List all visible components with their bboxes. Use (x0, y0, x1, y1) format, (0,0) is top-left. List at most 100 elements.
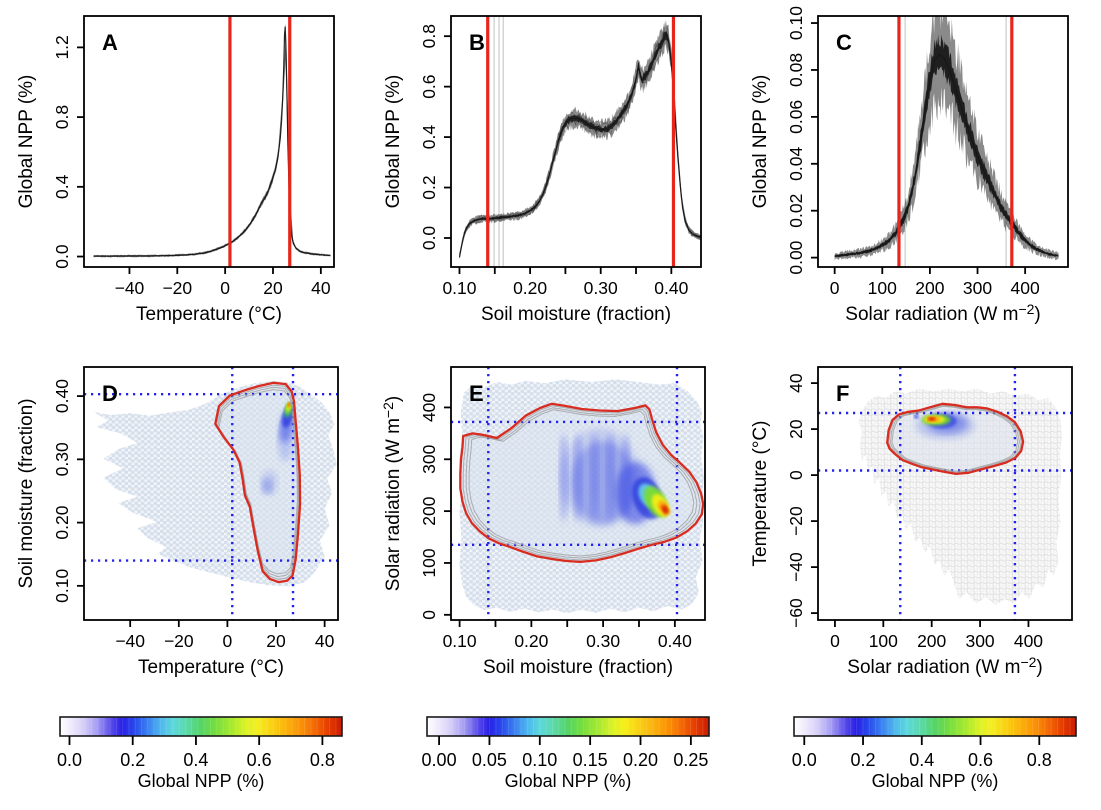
contour-gray (465, 407, 698, 559)
svg-text:0.08: 0.08 (786, 53, 806, 87)
x-axis-title: Soil moisture (fraction) (481, 304, 671, 325)
svg-text:0.2: 0.2 (419, 175, 439, 199)
svg-text:300: 300 (963, 278, 992, 298)
panel-letter: D (102, 381, 118, 406)
axis-ticks: −40 −20 0 20 40 0.0 0.4 0.8 1.2 (52, 35, 331, 298)
svg-text:0.20: 0.20 (514, 631, 548, 651)
svg-text:40: 40 (786, 373, 806, 393)
panel-d-temp-vs-soilmoisture-density: −40 −20 0 20 40 0.10 0.20 0.30 0.40 Temperature (… (16, 366, 339, 678)
contour-gray (468, 409, 695, 557)
svg-text:0.02: 0.02 (786, 194, 806, 228)
svg-text:0: 0 (419, 610, 439, 620)
colorbar-global-npp-d: 0.0 0.2 0.4 0.6 0.8 Global NPP (%) (57, 716, 343, 791)
x-axis-title: Solar radiation (W m−2) (847, 654, 1042, 678)
svg-text:0.6: 0.6 (247, 750, 272, 770)
colorbar-title: Global NPP (%) (872, 771, 999, 791)
svg-text:0.40: 0.40 (658, 631, 692, 651)
svg-text:40: 40 (315, 631, 335, 651)
contour-red (459, 402, 705, 564)
svg-text:0.10: 0.10 (522, 750, 557, 770)
density-hotspot (913, 411, 976, 440)
svg-text:0.40: 0.40 (654, 278, 688, 298)
colorbar-global-npp-e: 0.00 0.05 0.10 0.15 0.20 0.25 Global NPP (%) (422, 716, 710, 791)
svg-text:−20: −20 (786, 506, 806, 536)
svg-text:0.6: 0.6 (968, 750, 993, 770)
density-hotspot (260, 402, 294, 496)
svg-text:300: 300 (419, 444, 439, 473)
svg-text:0.06: 0.06 (786, 100, 806, 134)
svg-text:0.10: 0.10 (442, 278, 476, 298)
contour-gray (218, 389, 298, 575)
y-axis-title: Global NPP (%) (16, 75, 37, 209)
axis-ticks: 0.10 0.20 0.30 0.40 0 100 200 300 400 (419, 393, 692, 651)
plot-box (450, 15, 702, 268)
svg-text:0.20: 0.20 (623, 750, 658, 770)
svg-text:100: 100 (868, 278, 897, 298)
svg-text:0.20: 0.20 (513, 278, 547, 298)
svg-text:400: 400 (1014, 631, 1043, 651)
svg-text:−20: −20 (162, 278, 192, 298)
svg-text:0: 0 (830, 278, 840, 298)
svg-text:0.0: 0.0 (792, 750, 817, 770)
svg-text:0.15: 0.15 (573, 750, 608, 770)
contour-red (886, 402, 1025, 476)
colorbar-gradient (60, 717, 342, 736)
y-axis-title: Global NPP (%) (383, 75, 404, 209)
svg-text:0.05: 0.05 (472, 750, 507, 770)
svg-text:0.20: 0.20 (52, 505, 72, 539)
panel-letter: E (469, 381, 484, 406)
svg-text:0.0: 0.0 (57, 750, 82, 770)
svg-text:0.2: 0.2 (851, 750, 876, 770)
svg-text:20: 20 (266, 631, 286, 651)
svg-text:−40: −40 (115, 278, 145, 298)
contour-gray (889, 404, 1021, 473)
colorbar-title: Global NPP (%) (505, 771, 632, 791)
axis-ticks: 0.10 0.20 0.30 0.40 0.0 0.2 0.4 0.6 0.8 (419, 24, 689, 298)
colorbar-global-npp-f: 0.0 0.2 0.4 0.6 0.8 Global NPP (%) (792, 716, 1077, 791)
svg-text:0: 0 (220, 278, 230, 298)
svg-text:0.6: 0.6 (419, 74, 439, 98)
axis-ticks: −40 −20 0 20 40 0.10 0.20 0.30 0.40 (52, 379, 335, 651)
svg-text:100: 100 (419, 548, 439, 577)
svg-text:100: 100 (869, 631, 898, 651)
svg-text:20: 20 (263, 278, 283, 298)
panel-letter: C (836, 30, 852, 55)
y-axis-title: Solar radiation (W m−2) (380, 396, 404, 591)
panel-a-temperature-curve: −40 −20 0 20 40 0.0 0.4 0.8 1.2 Temperature (°C) G… (16, 15, 335, 325)
svg-text:400: 400 (419, 393, 439, 422)
svg-text:0.25: 0.25 (673, 750, 708, 770)
svg-text:0.8: 0.8 (310, 750, 335, 770)
plot-box (450, 366, 706, 621)
svg-text:0.0: 0.0 (52, 244, 72, 269)
axis-ticks: 0 100 200 300 400 0.00 0.02 0.04 0.06 0.08 0.10 (786, 6, 1040, 298)
contour-gray (462, 405, 701, 561)
svg-text:20: 20 (786, 419, 806, 439)
plot-box (83, 15, 335, 268)
svg-text:0: 0 (223, 631, 233, 651)
svg-text:−40: −40 (786, 552, 806, 582)
panel-letter: B (469, 30, 485, 55)
axis-ticks: 0 100 200 300 400 −60 −40 −20 0 20 40 (786, 373, 1043, 651)
svg-text:1.2: 1.2 (52, 35, 72, 59)
plot-box (83, 366, 339, 621)
curve-band (458, 19, 701, 260)
x-axis-title: Solar radiation (W m−2) (845, 301, 1040, 325)
y-axis-title: Soil moisture (fraction) (16, 398, 37, 588)
panel-letter: A (102, 30, 118, 55)
svg-text:0: 0 (830, 631, 840, 651)
x-axis-title: Temperature (°C) (138, 657, 284, 678)
svg-text:0.10: 0.10 (443, 631, 477, 651)
contour-red (214, 381, 302, 584)
y-axis-title: Temperature (°C) (750, 421, 771, 567)
svg-text:0.40: 0.40 (52, 379, 72, 413)
plot-box (817, 366, 1073, 621)
svg-text:400: 400 (1011, 278, 1040, 298)
svg-text:200: 200 (915, 278, 944, 298)
svg-text:0.0: 0.0 (419, 226, 439, 251)
svg-text:0.4: 0.4 (52, 174, 72, 199)
curve-band (93, 23, 331, 258)
svg-text:0.4: 0.4 (183, 750, 208, 770)
panel-b-soil-moisture-curve: 0.10 0.20 0.30 0.40 0.0 0.2 0.4 0.6 0.8 Soil mois… (383, 15, 702, 325)
svg-text:0.8: 0.8 (52, 105, 72, 129)
